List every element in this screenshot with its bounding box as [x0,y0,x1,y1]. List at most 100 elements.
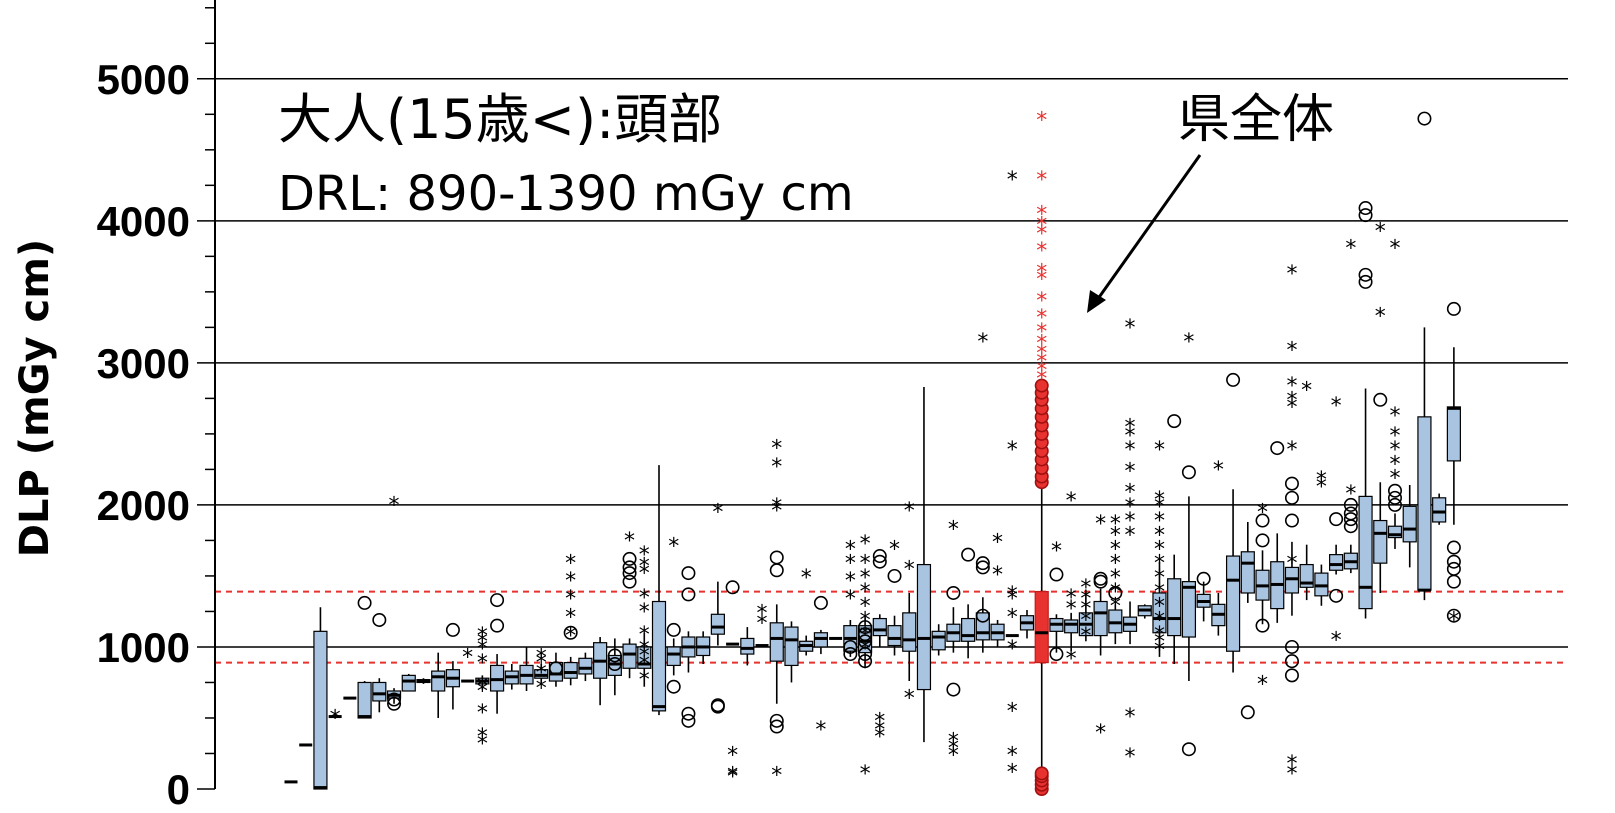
extreme-star: * [1213,458,1224,483]
extreme-star: * [1036,350,1047,375]
extreme-star: * [1007,168,1018,193]
extreme-star: * [727,743,738,768]
drl-reference-lines [215,590,1568,664]
facility-box [313,607,328,790]
extreme-star: * [1036,359,1047,384]
facility-box: **** [534,645,549,702]
extreme-star: * [639,562,650,587]
outlier-circle [1446,554,1461,569]
facility-box [1358,201,1373,619]
box [961,617,976,642]
extreme-star: * [565,624,576,649]
extreme-star: * [565,587,576,612]
extreme-star: * [1007,587,1018,612]
extreme-star: * [948,729,959,754]
grid-lines [215,78,1568,648]
outlier-circle [622,574,637,589]
extreme-star: * [389,493,400,518]
outlier-circle [387,696,402,711]
extreme-star: * [845,587,856,612]
extreme-star: * [771,437,782,462]
outlier-circle [563,625,578,640]
facility-box: ** [1255,501,1270,697]
facility-box [431,652,446,718]
extreme-star: * [639,555,650,580]
extreme-star: * [1036,367,1047,392]
extreme-star: * [874,709,885,734]
extreme-star: * [948,736,959,761]
extreme-star: * [1125,415,1136,440]
extreme-star: * [1125,705,1136,730]
extreme-star: * [536,651,547,676]
extreme-star: * [1036,202,1047,227]
outlier-circle [357,595,372,610]
extreme-star: * [1036,268,1047,293]
extreme-star: * [815,718,826,743]
outlier-circle [961,547,976,562]
extreme-star: * [639,543,650,568]
outlier-circle [1446,608,1461,623]
outlier-circle [1446,540,1461,555]
chart-subtitle: DRL: 890-1390 mGy cm [278,166,854,222]
extreme-star: * [1125,481,1136,506]
facility-box: ****** [1387,236,1403,549]
box [902,612,917,652]
outlier-circle [1034,378,1049,393]
extreme-star: * [668,535,679,560]
extreme-star: * [1007,699,1018,724]
outlier-circle [975,556,990,571]
box-series: ******************************** ********… [284,109,1461,796]
facility-box: *** [725,580,740,790]
facility-box [519,646,534,691]
extreme-star: * [757,601,768,626]
extreme-star: * [992,530,1003,555]
facility-box [401,673,416,692]
outlier-circle [1167,414,1182,429]
facility-box [931,624,946,656]
outlier-circle [1417,111,1432,126]
extreme-star: * [1257,501,1268,526]
extreme-star: * [330,707,341,732]
extreme-star: * [1154,509,1165,534]
outlier-circle [1343,506,1358,521]
extreme-star: * [1125,438,1136,463]
extreme-star: * [948,518,959,543]
y-axis-title: DLP (mGy cm) [12,239,58,557]
facility-box: ***** [1078,576,1093,649]
outlier-circle [1388,483,1403,498]
outlier-circle [1226,372,1241,387]
extreme-star: * [771,495,782,520]
outlier-circle [1049,567,1064,582]
y-tick-label: 1000 [97,624,190,671]
box [1240,551,1255,594]
box [1181,581,1197,638]
facility-box: * [1049,539,1064,662]
extreme-star: * [1345,482,1356,507]
box [1329,554,1344,571]
extreme-star: * [845,569,856,594]
extreme-star: * [1110,552,1121,577]
outlier-circle [1240,705,1255,720]
outlier-circle [769,719,784,734]
extreme-star: * [1110,512,1121,537]
outlier-circle [858,627,873,642]
box [578,657,593,675]
facility-box: ***** [563,552,578,686]
outlier-circle [622,560,637,575]
extreme-star: * [639,623,650,648]
outlier-circle [872,549,887,564]
box [563,661,578,679]
facility-box: ** [1343,236,1358,574]
facility-box: * [710,501,725,714]
extreme-star: * [1301,378,1312,403]
outlier-circle [1049,647,1064,662]
box [1417,416,1432,591]
facility-box: ** [1093,512,1108,746]
facility-box [961,547,976,659]
outlier-circle [1284,476,1299,491]
extreme-star: * [727,765,738,790]
extreme-star: * [992,563,1003,588]
box [651,600,667,712]
facility-box [651,465,667,716]
